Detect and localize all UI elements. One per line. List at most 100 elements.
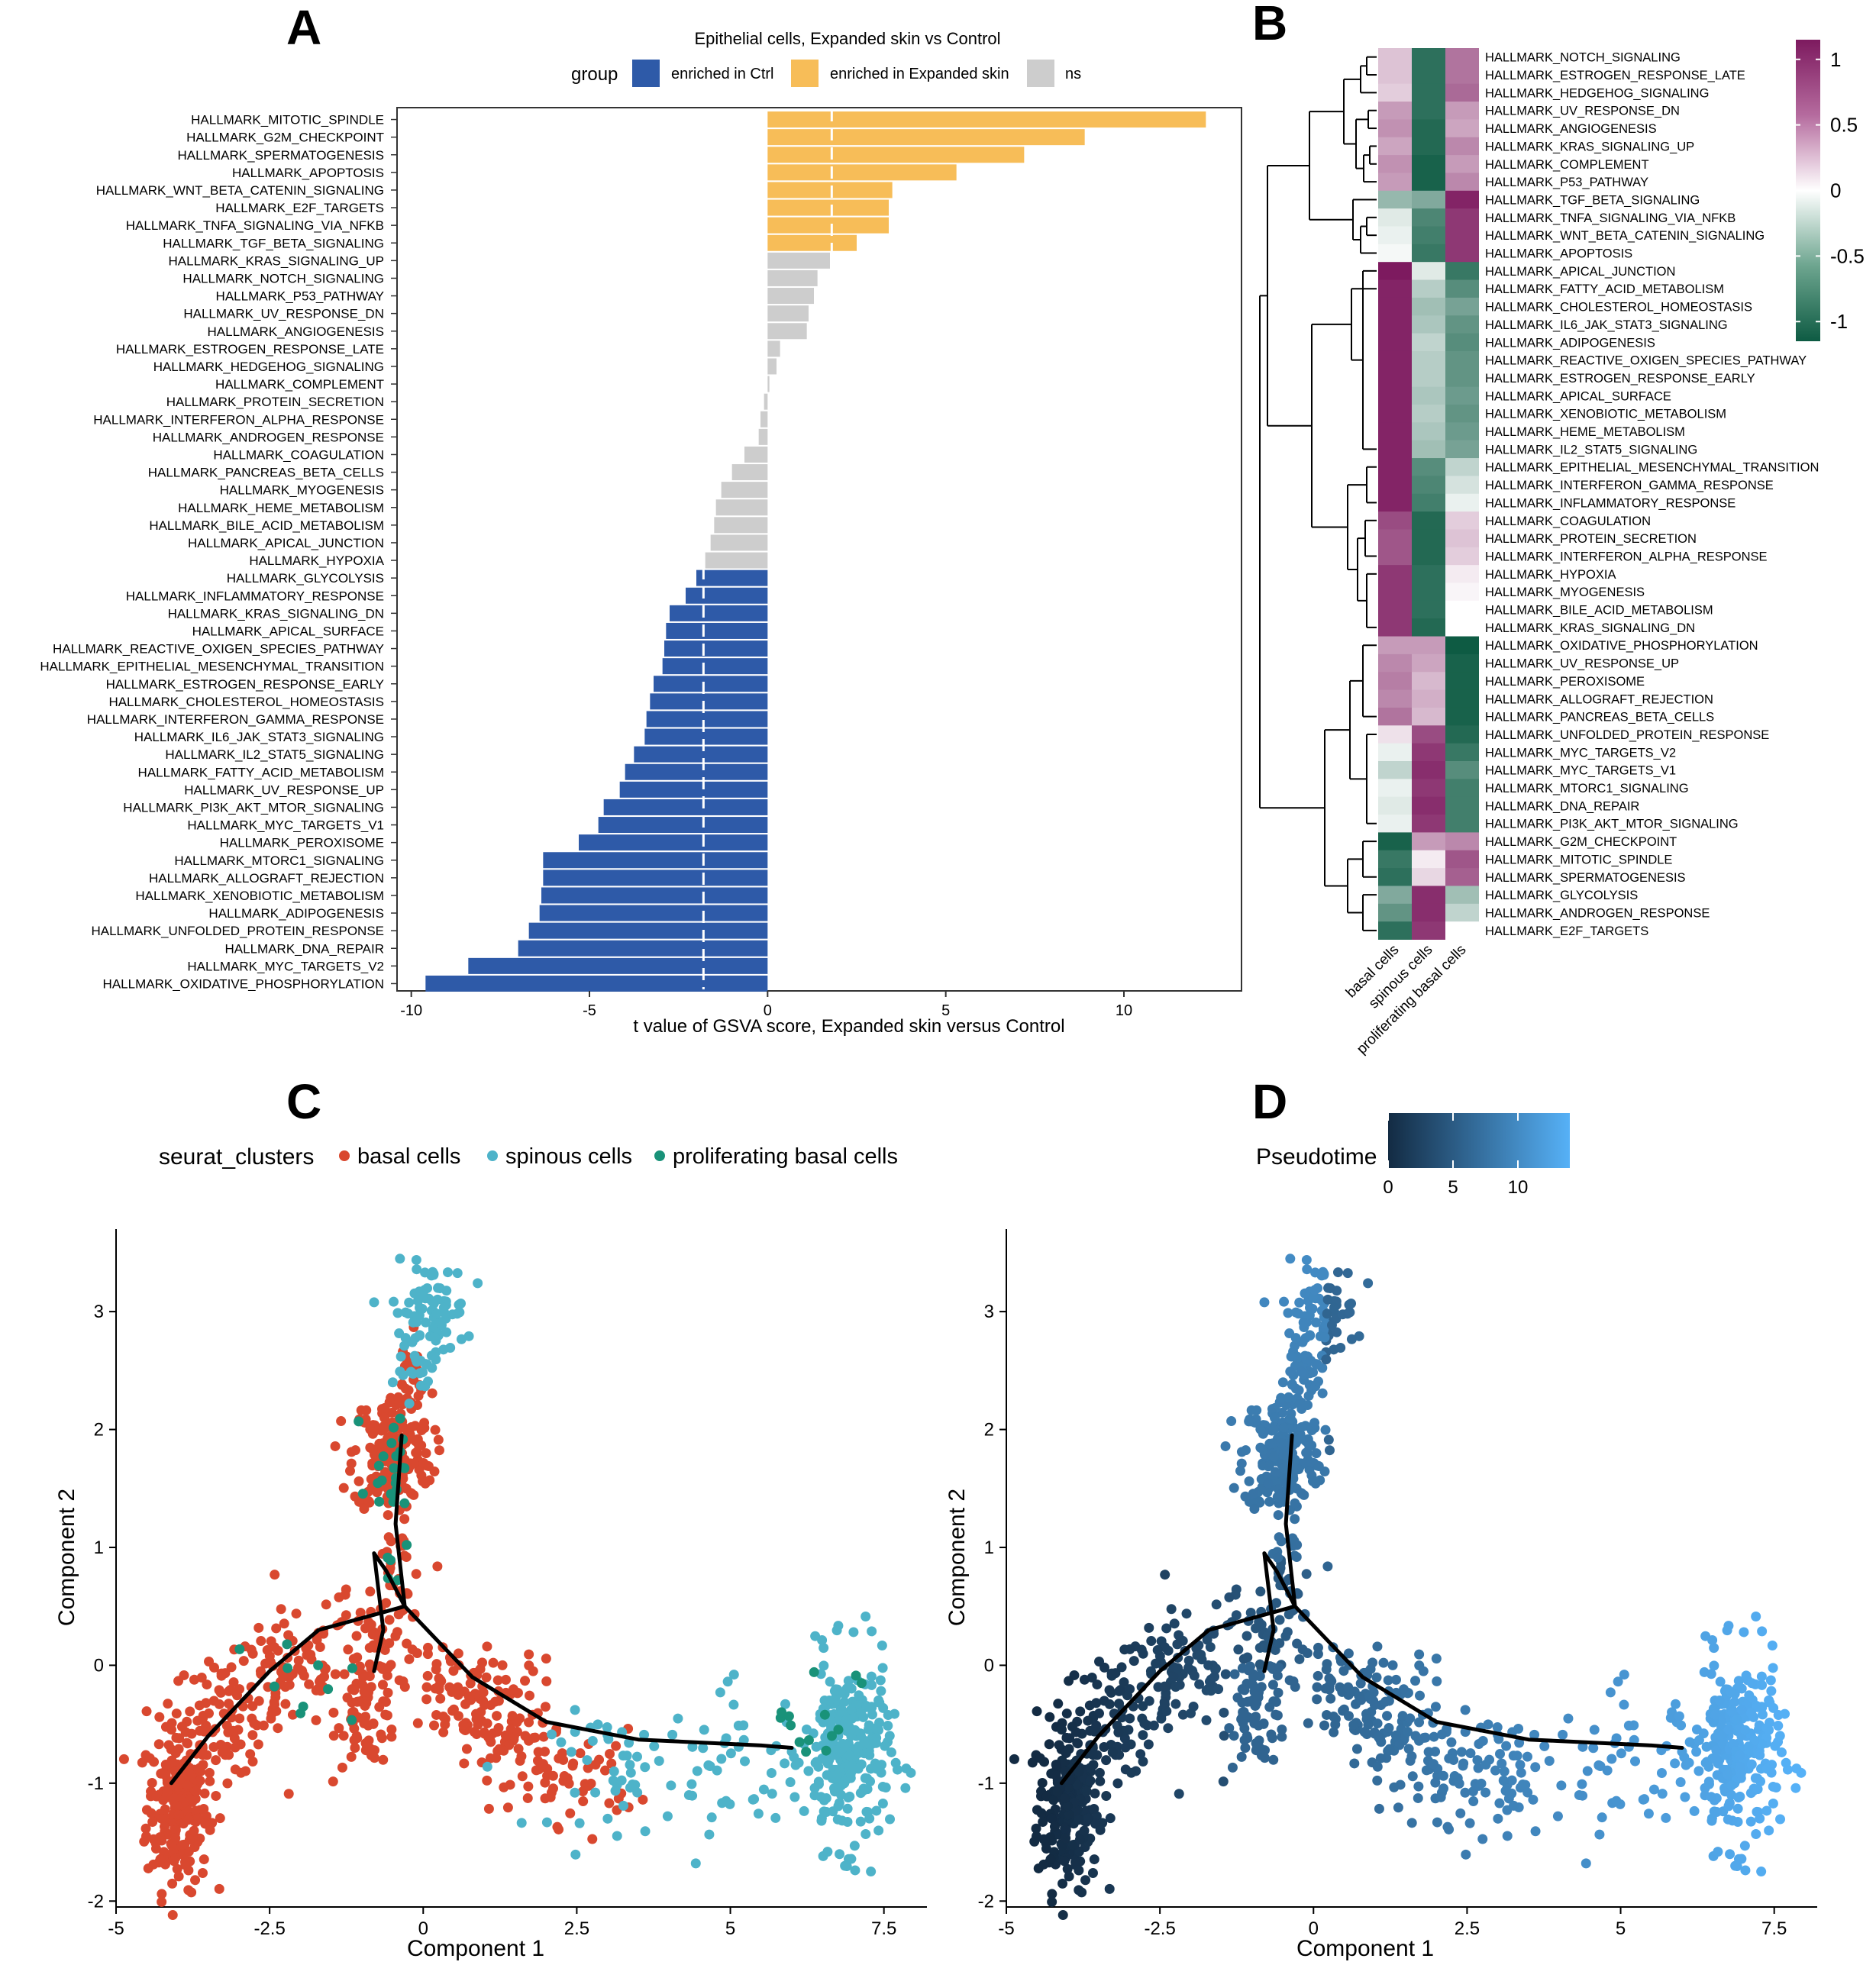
heatmap-row-label: HALLMARK_G2M_CHECKPOINT: [1485, 835, 1677, 849]
cell-point: [282, 1639, 292, 1650]
cell-point: [1235, 1466, 1246, 1476]
bar-label: HALLMARK_ADIPOGENESIS: [208, 906, 384, 921]
cell-point: [820, 1754, 831, 1765]
cell-point: [334, 1592, 344, 1602]
x-tick-label: -2.5: [1144, 1918, 1175, 1939]
bar-label: HALLMARK_ANGIOGENESIS: [208, 324, 384, 339]
bar: [767, 376, 770, 392]
cell-point: [384, 1615, 395, 1625]
cell-point: [1273, 1687, 1283, 1698]
cell-point: [1240, 1491, 1251, 1502]
cell-point: [1219, 1731, 1229, 1741]
cell-point: [1090, 1818, 1101, 1829]
cell-point: [351, 1631, 362, 1641]
y-tick-label: -1: [978, 1773, 994, 1794]
cell-point: [1530, 1762, 1541, 1773]
heatmap-row-label: HALLMARK_P53_PATHWAY: [1485, 176, 1648, 189]
heatmap-row-label: HALLMARK_GLYCOLYSIS: [1485, 889, 1638, 902]
cell-point: [1694, 1766, 1704, 1776]
cell-point: [1332, 1327, 1342, 1337]
cell-point: [871, 1763, 882, 1774]
cell-point: [205, 1776, 215, 1786]
cell-point: [1203, 1660, 1214, 1670]
cell-point: [377, 1679, 388, 1690]
cell-point: [411, 1447, 421, 1458]
heatmap-cell: [1412, 850, 1445, 869]
cell-point: [1582, 1766, 1593, 1776]
cell-point: [1393, 1802, 1403, 1813]
cell-point: [421, 1317, 431, 1328]
cell-point: [1099, 1696, 1109, 1706]
cell-point: [533, 1747, 544, 1757]
bar-label: HALLMARK_COAGULATION: [213, 447, 384, 462]
heatmap-cell: [1412, 796, 1445, 815]
cell-point: [404, 1399, 415, 1409]
cell-point: [1657, 1789, 1668, 1799]
cell-point: [1325, 1693, 1336, 1704]
cell-point: [1160, 1570, 1170, 1580]
cell-point: [377, 1438, 388, 1449]
y-tick-label: 1: [94, 1537, 104, 1558]
cell-point: [171, 1732, 182, 1743]
heatmap-cell: [1378, 529, 1412, 548]
cell-point: [1239, 1685, 1250, 1696]
bar-label: HALLMARK_COMPLEMENT: [215, 377, 384, 392]
cell-point: [1070, 1857, 1080, 1867]
cell-point: [753, 1809, 764, 1819]
cell-point: [1259, 1297, 1270, 1308]
cell-point: [386, 1392, 396, 1403]
cell-point: [1312, 1682, 1322, 1692]
cell-point: [1177, 1709, 1188, 1720]
cell-point: [1061, 1825, 1071, 1835]
cell-point: [1588, 1743, 1599, 1754]
cell-point: [1274, 1638, 1285, 1649]
cell-point: [876, 1686, 886, 1696]
cell-point: [1716, 1731, 1727, 1741]
bar-label: HALLMARK_APICAL_JUNCTION: [188, 536, 384, 550]
trajectory-path: [1262, 1551, 1276, 1673]
cell-point: [1052, 1786, 1063, 1797]
cell-point: [1643, 1809, 1654, 1819]
cell-point: [172, 1863, 182, 1874]
cell-point: [292, 1663, 303, 1673]
cell-point: [1464, 1818, 1475, 1828]
cell-point: [347, 1663, 357, 1673]
cell-point: [1290, 1498, 1300, 1508]
cell-point: [416, 1425, 427, 1436]
y-tick-label: 0: [94, 1655, 104, 1676]
cell-point: [157, 1896, 167, 1907]
cell-point: [1493, 1813, 1503, 1824]
x-tick-label: -2.5: [253, 1918, 285, 1939]
heatmap-row-label: HALLMARK_UNFOLDED_PROTEIN_RESPONSE: [1485, 728, 1769, 742]
cell-point: [1477, 1735, 1488, 1746]
cell-point: [398, 1676, 408, 1687]
cell-point: [843, 1854, 854, 1864]
cell-point: [886, 1747, 896, 1757]
heatmap-row-label: HALLMARK_REACTIVE_OXIGEN_SPECIES_PATHWAY: [1485, 354, 1807, 368]
cell-point: [419, 1285, 430, 1295]
cell-point: [890, 1757, 901, 1768]
legend-label: enriched in Expanded skin: [830, 66, 1009, 82]
cell-point: [616, 1775, 627, 1786]
bar: [767, 147, 1025, 163]
cell-point: [622, 1750, 632, 1761]
bar-label: HALLMARK_UV_RESPONSE_DN: [183, 307, 384, 321]
cell-point: [1251, 1405, 1262, 1415]
heatmap-cell: [1445, 279, 1479, 298]
heatmap-cell: [1412, 297, 1445, 316]
cell-point: [780, 1758, 790, 1769]
cell-point: [1656, 1768, 1667, 1779]
cell-point: [1152, 1645, 1163, 1656]
panel-c-legend-title: seurat_clusters: [159, 1144, 314, 1170]
cell-point: [1746, 1708, 1757, 1718]
cell-point: [1307, 1303, 1318, 1314]
cell-point: [1251, 1623, 1261, 1634]
bar-label: HALLMARK_IL2_STAT5_SIGNALING: [165, 747, 384, 762]
cell-point: [582, 1755, 593, 1766]
cell-point: [1053, 1699, 1064, 1709]
cell-point: [1138, 1756, 1148, 1767]
heatmap-cell: [1412, 440, 1445, 459]
panel-a-x-axis-label: t value of GSVA score, Expanded skin ver…: [633, 1016, 1064, 1037]
cell-point: [515, 1713, 525, 1724]
cell-point: [170, 1825, 181, 1835]
